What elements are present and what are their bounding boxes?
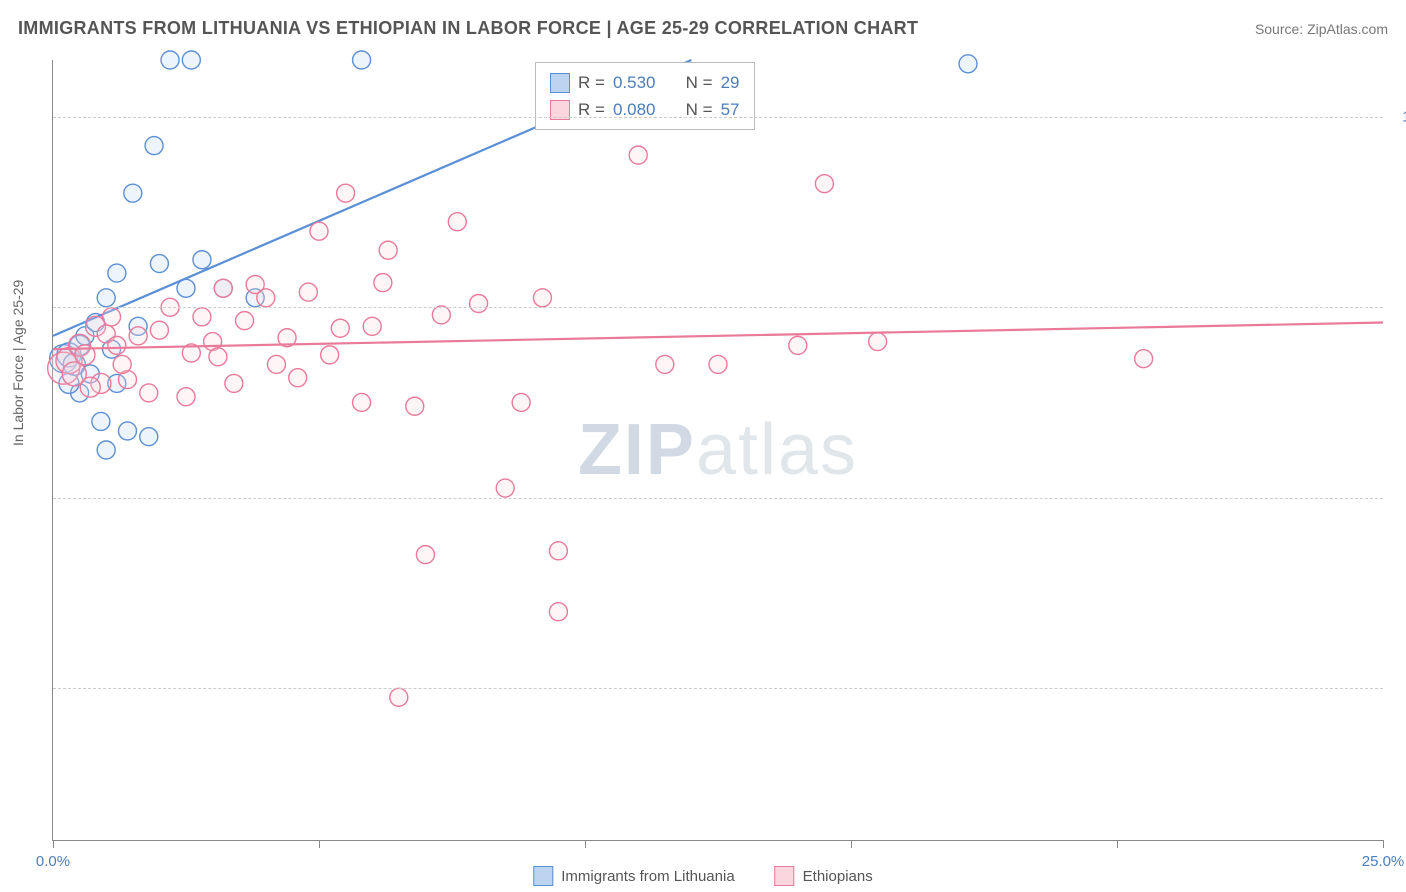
x-tick-label: 0.0%: [36, 853, 70, 870]
y-tick-label: 70.0%: [1393, 679, 1406, 696]
data-point-lithuania: [145, 137, 163, 155]
data-point-ethiopians: [140, 384, 158, 402]
x-tick: [53, 840, 54, 848]
data-point-ethiopians: [331, 319, 349, 337]
plot-area: ZIPatlas R = 0.530 N = 29R = 0.080 N = 5…: [52, 60, 1383, 841]
data-point-ethiopians: [257, 289, 275, 307]
gridline-h: [53, 307, 1383, 308]
data-point-ethiopians: [416, 546, 434, 564]
data-point-ethiopians: [363, 317, 381, 335]
data-point-lithuania: [959, 55, 977, 73]
data-point-ethiopians: [225, 374, 243, 392]
x-tick-label: 25.0%: [1362, 853, 1405, 870]
data-point-ethiopians: [432, 306, 450, 324]
data-point-lithuania: [140, 428, 158, 446]
r-label: R =: [578, 96, 605, 123]
data-point-ethiopians: [236, 312, 254, 330]
data-point-ethiopians: [549, 603, 567, 621]
data-point-lithuania: [182, 51, 200, 69]
data-point-ethiopians: [353, 393, 371, 411]
swatch-lithuania: [533, 866, 553, 886]
data-point-ethiopians: [390, 688, 408, 706]
data-point-lithuania: [108, 264, 126, 282]
y-axis-title: In Labor Force | Age 25-29: [10, 280, 26, 446]
gridline-h: [53, 498, 1383, 499]
legend-item-ethiopians: Ethiopians: [775, 866, 873, 886]
data-point-lithuania: [97, 441, 115, 459]
data-point-ethiopians: [512, 393, 530, 411]
x-tick: [585, 840, 586, 848]
n-label: N =: [686, 96, 713, 123]
stats-row-ethiopians: R = 0.080 N = 57: [550, 96, 740, 123]
x-tick: [319, 840, 320, 848]
gridline-h: [53, 117, 1383, 118]
data-point-ethiopians: [299, 283, 317, 301]
data-point-lithuania: [150, 255, 168, 273]
legend-label: Immigrants from Lithuania: [561, 868, 734, 885]
stats-row-lithuania: R = 0.530 N = 29: [550, 69, 740, 96]
scatter-svg: [53, 60, 1383, 840]
x-tick: [1383, 840, 1384, 848]
data-point-ethiopians: [656, 355, 674, 373]
bottom-legend: Immigrants from Lithuania Ethiopians: [533, 866, 872, 886]
data-point-ethiopians: [533, 289, 551, 307]
data-point-ethiopians: [379, 241, 397, 259]
source-label: Source: ZipAtlas.com: [1255, 21, 1388, 37]
r-label: R =: [578, 69, 605, 96]
x-tick: [1117, 840, 1118, 848]
data-point-lithuania: [161, 51, 179, 69]
data-point-lithuania: [124, 184, 142, 202]
data-point-ethiopians: [214, 279, 232, 297]
r-value: 0.530: [613, 69, 656, 96]
data-point-ethiopians: [470, 295, 488, 313]
x-tick: [851, 840, 852, 848]
r-value: 0.080: [613, 96, 656, 123]
data-point-lithuania: [97, 289, 115, 307]
data-point-ethiopians: [709, 355, 727, 373]
data-point-ethiopians: [321, 346, 339, 364]
data-point-ethiopians: [289, 369, 307, 387]
data-point-ethiopians: [129, 327, 147, 345]
data-point-ethiopians: [869, 333, 887, 351]
data-point-ethiopians: [496, 479, 514, 497]
data-point-ethiopians: [80, 377, 100, 397]
data-point-lithuania: [193, 251, 211, 269]
data-point-ethiopians: [193, 308, 211, 326]
y-tick-label: 100.0%: [1393, 109, 1406, 126]
data-point-ethiopians: [267, 355, 285, 373]
data-point-ethiopians: [150, 321, 168, 339]
data-point-lithuania: [92, 412, 110, 430]
data-point-lithuania: [353, 51, 371, 69]
data-point-ethiopians: [406, 397, 424, 415]
data-point-ethiopians: [103, 308, 121, 326]
data-point-ethiopians: [1135, 350, 1153, 368]
data-point-ethiopians: [789, 336, 807, 354]
y-tick-label: 90.0%: [1393, 299, 1406, 316]
y-tick-label: 80.0%: [1393, 489, 1406, 506]
data-point-ethiopians: [337, 184, 355, 202]
legend-item-lithuania: Immigrants from Lithuania: [533, 866, 734, 886]
data-point-ethiopians: [177, 388, 195, 406]
gridline-h: [53, 688, 1383, 689]
data-point-ethiopians: [310, 222, 328, 240]
n-value: 57: [721, 96, 740, 123]
data-point-ethiopians: [448, 213, 466, 231]
data-point-ethiopians: [113, 355, 131, 373]
data-point-ethiopians: [108, 336, 126, 354]
swatch-ethiopians: [775, 866, 795, 886]
stats-legend: R = 0.530 N = 29R = 0.080 N = 57: [535, 62, 755, 130]
swatch-lithuania: [550, 73, 570, 93]
data-point-ethiopians: [549, 542, 567, 560]
data-point-ethiopians: [629, 146, 647, 164]
legend-label: Ethiopians: [803, 868, 873, 885]
n-value: 29: [721, 69, 740, 96]
n-label: N =: [686, 69, 713, 96]
data-point-ethiopians: [209, 348, 227, 366]
trend-line-ethiopians: [53, 323, 1383, 350]
chart-title: IMMIGRANTS FROM LITHUANIA VS ETHIOPIAN I…: [18, 18, 918, 39]
data-point-ethiopians: [815, 175, 833, 193]
data-point-lithuania: [118, 422, 136, 440]
data-point-ethiopians: [374, 274, 392, 292]
